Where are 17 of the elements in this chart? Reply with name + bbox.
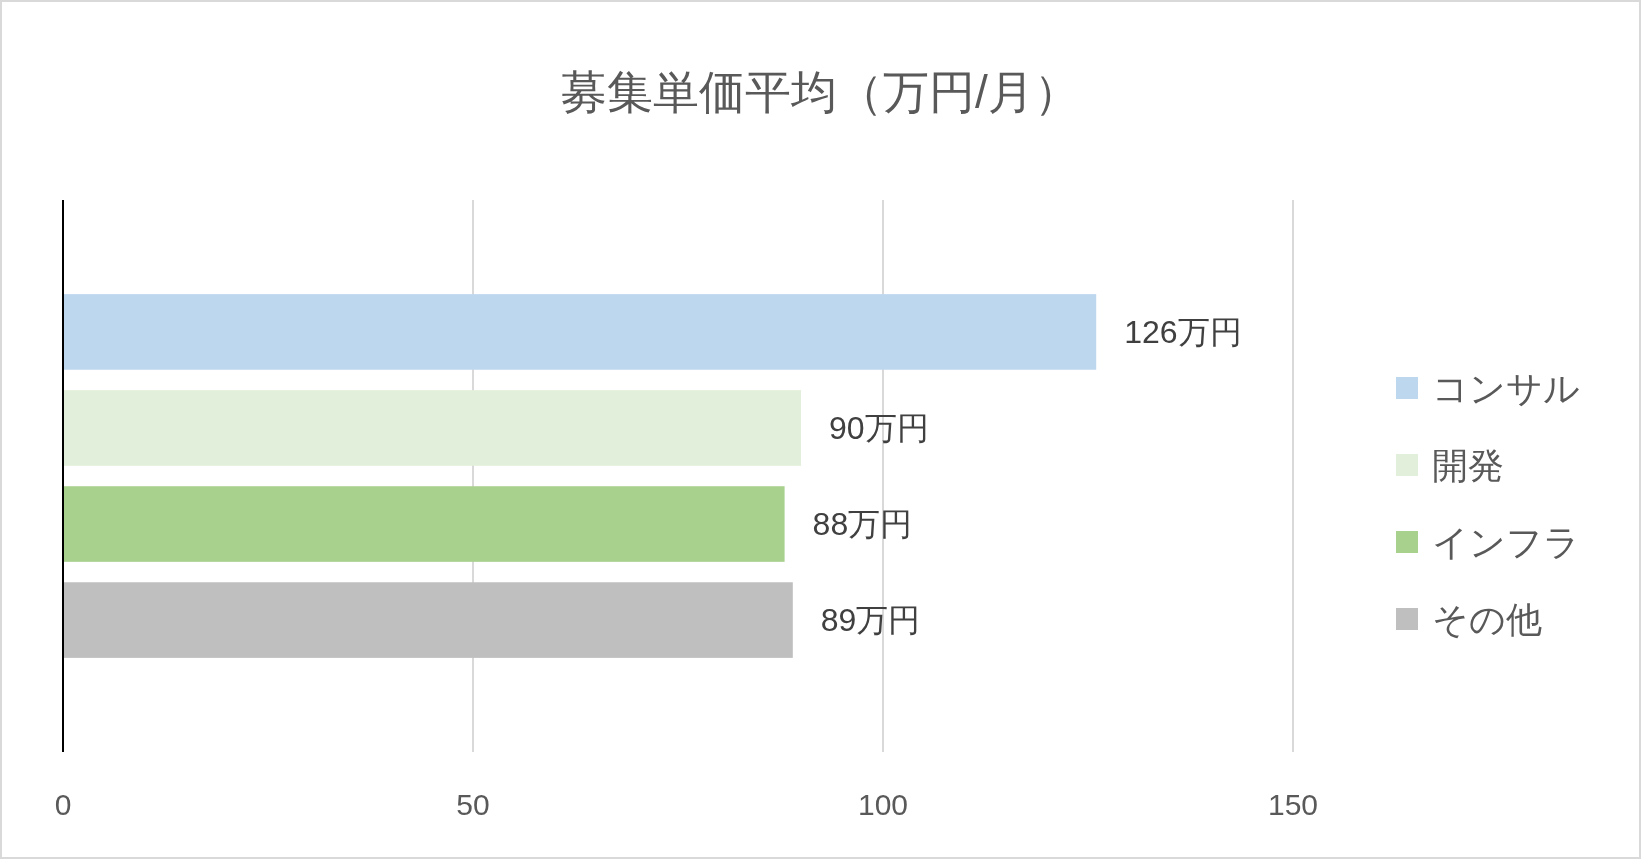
x-tick-label: 0: [54, 788, 72, 821]
legend-label: コンサル: [1432, 368, 1580, 409]
bar: [63, 486, 785, 562]
x-tick-label: 150: [1267, 788, 1319, 821]
legend-label: 開発: [1432, 445, 1504, 486]
chart-title: 募集単価平均（万円/月）: [561, 66, 1080, 118]
legend-label: その他: [1432, 599, 1542, 640]
legend-label: インフラ: [1432, 522, 1580, 563]
data-label: 126万円: [1124, 313, 1242, 350]
bar: [63, 582, 793, 658]
bar: [63, 294, 1097, 370]
data-label: 88万円: [812, 506, 913, 543]
x-tick-label: 50: [456, 788, 490, 821]
x-tick-label: 100: [857, 788, 909, 821]
bar: [63, 390, 801, 466]
data-label: 90万円: [829, 409, 929, 446]
data-label: 89万円: [820, 602, 921, 639]
